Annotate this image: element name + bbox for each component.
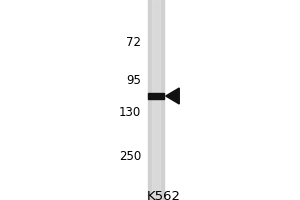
Bar xyxy=(152,0,160,200)
Polygon shape xyxy=(166,88,179,104)
Text: 250: 250 xyxy=(119,150,141,162)
Text: K562: K562 xyxy=(146,190,181,200)
Bar xyxy=(148,93,164,99)
Text: 72: 72 xyxy=(126,36,141,48)
Text: 130: 130 xyxy=(119,106,141,118)
Text: 95: 95 xyxy=(126,73,141,86)
Bar xyxy=(148,0,164,200)
